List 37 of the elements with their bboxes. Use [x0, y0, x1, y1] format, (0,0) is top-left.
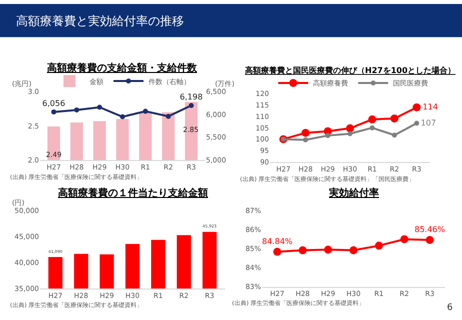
point [273, 248, 282, 256]
point [120, 114, 125, 120]
text: 高額療養費と実効給付率の推移 [16, 14, 184, 28]
point [325, 133, 330, 138]
point [400, 235, 408, 244]
data-label: 107 [420, 118, 436, 128]
point [74, 107, 80, 112]
point [414, 120, 420, 126]
data-label: 6,056 [42, 98, 66, 108]
point [348, 131, 352, 136]
point [390, 114, 398, 122]
point [298, 246, 307, 254]
text: 6 [447, 303, 453, 313]
chart-title: 高額療養費と国民医療費の伸び（H27を100とした場合） [245, 65, 456, 75]
point [166, 114, 171, 119]
point [188, 102, 194, 108]
point [374, 242, 383, 250]
data-label: 114 [422, 102, 438, 112]
point [51, 109, 56, 114]
data-label: 85.46% [414, 224, 446, 234]
point [426, 236, 434, 244]
data-label: 6,198 [180, 92, 203, 102]
chart-title: 高額療養費の支給金額・支給件数 [47, 62, 198, 74]
point [303, 137, 308, 142]
point [392, 132, 397, 138]
point [368, 115, 376, 124]
point [346, 124, 354, 132]
point [370, 125, 375, 130]
point [97, 104, 102, 110]
chart-title: 実効給付率 [328, 187, 379, 199]
point [142, 108, 148, 114]
point [412, 103, 421, 112]
point [324, 246, 332, 254]
point [302, 128, 310, 137]
data-label: 84.84% [262, 236, 293, 246]
chart-title: 高額療養費の１件当たり支給金額 [58, 187, 208, 199]
point [350, 246, 358, 254]
